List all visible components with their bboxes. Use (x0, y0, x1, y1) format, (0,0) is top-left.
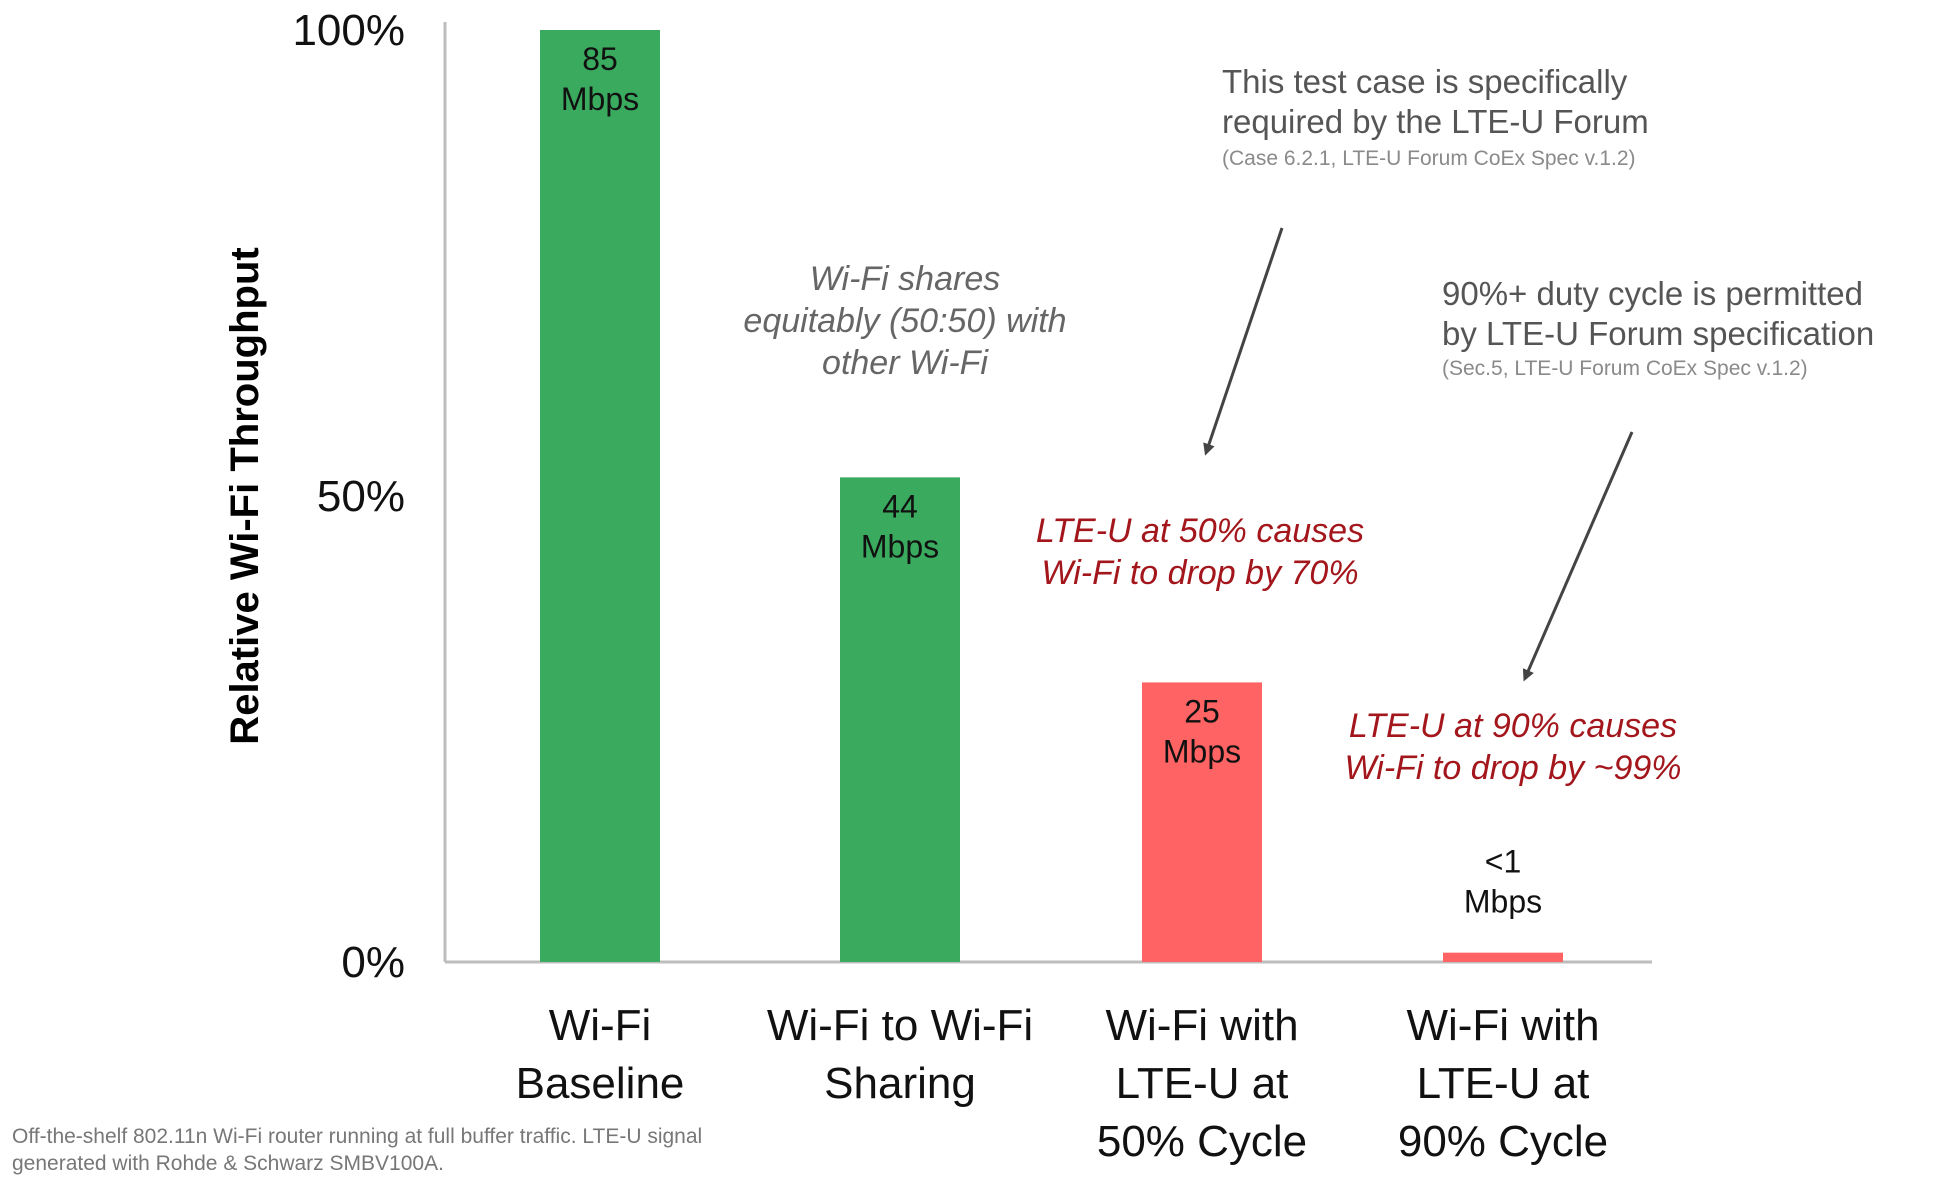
bar (1142, 682, 1262, 962)
category-label: LTE-U at (1116, 1059, 1289, 1108)
data-label: Mbps (861, 528, 939, 564)
bar (540, 30, 660, 962)
drop-50-note-line-1: LTE-U at 50% causes (1036, 512, 1364, 550)
forum-case-note-line-1: This test case is specifically (1222, 63, 1628, 100)
data-label: Mbps (1464, 884, 1542, 920)
bar (1443, 952, 1563, 962)
duty-cycle-note-line-2: by LTE-U Forum specification (1442, 315, 1874, 352)
footnote: Off-the-shelf 802.11n Wi-Fi router runni… (12, 1125, 702, 1175)
footnote-line-1: Off-the-shelf 802.11n Wi-Fi router runni… (12, 1125, 702, 1148)
annotations: This test case is specifically required … (743, 63, 1874, 787)
footnote-line-2: generated with Rohde & Schwarz SMBV100A. (12, 1152, 444, 1175)
category-label: Wi-Fi with (1406, 1001, 1599, 1050)
arrow-to-50-cycle (1203, 227, 1284, 456)
category-label: Wi-Fi to Wi-Fi (767, 1001, 1033, 1050)
sharing-note-line-2: equitably (50:50) with (743, 302, 1066, 340)
data-label: 85 (582, 41, 618, 77)
drop-90-note-line-1: LTE-U at 90% causes (1349, 707, 1677, 745)
category-label: Wi-Fi with (1105, 1001, 1298, 1050)
category-label: Sharing (824, 1059, 976, 1108)
data-labels: 85 Mbps 44 Mbps 25 Mbps <1 Mbps (561, 41, 1542, 920)
duty-cycle-source: (Sec.5, LTE-U Forum CoEx Spec v.1.2) (1442, 357, 1808, 380)
y-tick-label: 50% (317, 472, 405, 521)
data-label: Mbps (1163, 733, 1241, 769)
bar (840, 477, 960, 962)
category-label: 90% Cycle (1398, 1117, 1608, 1166)
drop-90-note-line-2: Wi-Fi to drop by ~99% (1345, 749, 1682, 787)
drop-50-note-line-2: Wi-Fi to drop by 70% (1041, 554, 1358, 592)
forum-case-source: (Case 6.2.1, LTE-U Forum CoEx Spec v.1.2… (1222, 147, 1636, 170)
category-label: LTE-U at (1417, 1059, 1590, 1108)
category-label: Baseline (516, 1059, 685, 1108)
y-ticks: 100% 50% 0% (292, 6, 405, 987)
arrow-to-90-cycle (1522, 431, 1634, 682)
category-label: Wi-Fi (549, 1001, 652, 1050)
y-axis-title: Relative Wi-Fi Throughput (223, 247, 267, 744)
data-label: 44 (882, 488, 918, 524)
forum-case-note-line-2: required by the LTE-U Forum (1222, 103, 1649, 140)
data-label: <1 (1485, 844, 1521, 880)
category-label: 50% Cycle (1097, 1117, 1307, 1166)
data-label: 25 (1184, 693, 1220, 729)
y-tick-label: 100% (292, 6, 405, 55)
sharing-note-line-3: other Wi-Fi (822, 344, 989, 382)
duty-cycle-note-line-1: 90%+ duty cycle is permitted (1442, 275, 1863, 312)
y-tick-label: 0% (341, 938, 405, 987)
bars (540, 30, 1563, 962)
category-labels: Wi-Fi Baseline Wi-Fi to Wi-Fi Sharing Wi-Fi … (516, 1001, 1609, 1166)
sharing-note-line-1: Wi-Fi shares (810, 260, 1001, 298)
data-label: Mbps (561, 81, 639, 117)
